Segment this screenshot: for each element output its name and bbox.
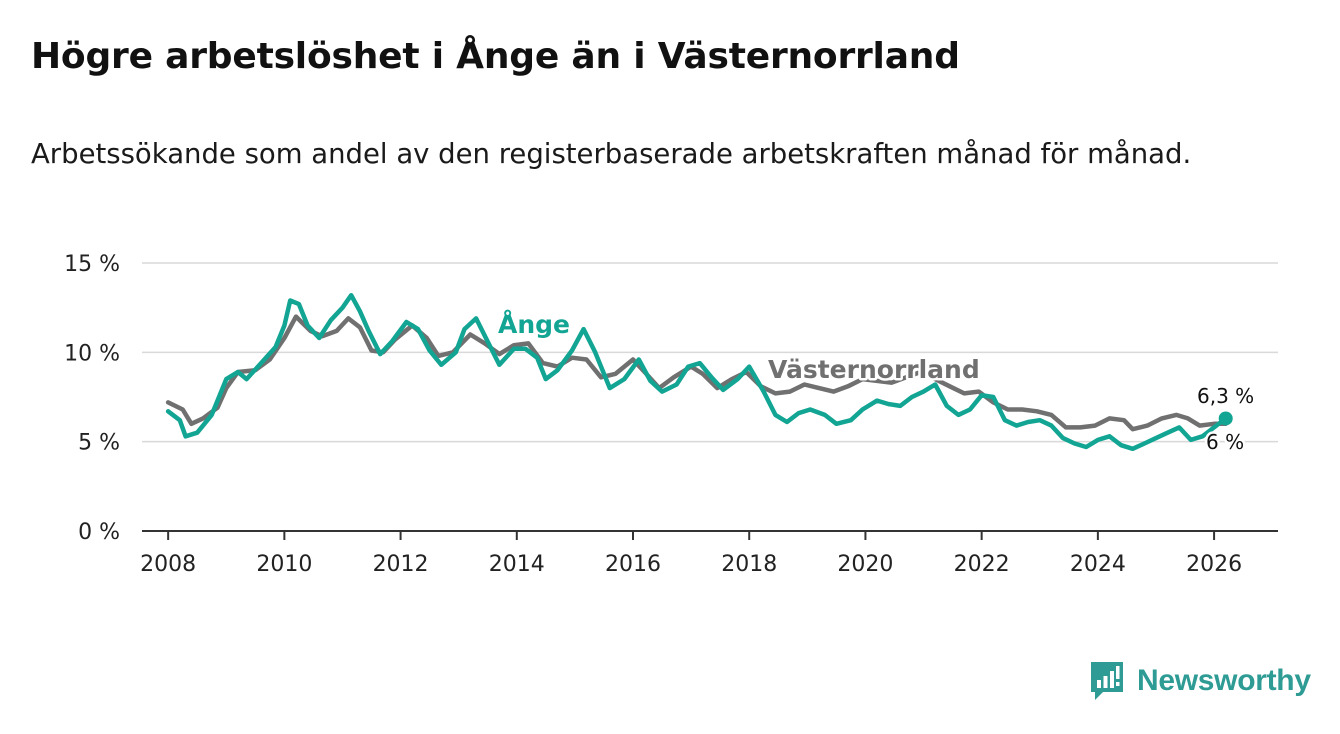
series-label-vasternorrland: Västernorrland bbox=[768, 355, 980, 384]
x-tick-label: 2008 bbox=[140, 552, 196, 577]
x-tick-label: 2010 bbox=[256, 552, 312, 577]
newsworthy-logo: Newsworthy bbox=[1089, 660, 1311, 702]
x-tick-label: 2016 bbox=[605, 552, 661, 577]
x-tick-label: 2022 bbox=[954, 552, 1010, 577]
x-tick-label: 2020 bbox=[837, 552, 893, 577]
series-lines bbox=[165, 292, 1233, 452]
gridlines bbox=[142, 262, 1278, 443]
series-line-vasternorrland bbox=[165, 314, 1228, 432]
x-tick-label: 2026 bbox=[1186, 552, 1242, 577]
end-value-vasternorrland: 6 % bbox=[1206, 430, 1244, 454]
brand-name: Newsworthy bbox=[1137, 664, 1311, 697]
bar-chart-logo-icon bbox=[1091, 662, 1123, 700]
x-tick-label: 2024 bbox=[1070, 552, 1126, 577]
y-tick-label: 5 % bbox=[78, 431, 120, 456]
y-tick-label: 15 % bbox=[64, 252, 120, 277]
y-tick-label: 0 % bbox=[78, 520, 120, 545]
series-label-ange: Ånge bbox=[498, 310, 570, 339]
x-tick-label: 2012 bbox=[373, 552, 429, 577]
axes: 0 % 5 % 10 % 15 % 2008 2010 2012 2014 2016 2018 20… bbox=[64, 252, 1278, 577]
x-tick-label: 2018 bbox=[721, 552, 777, 577]
end-marker-ange bbox=[1218, 411, 1233, 426]
chart-title: Högre arbetslöshet i Ånge än i Västernor… bbox=[31, 36, 960, 77]
x-tick-label: 2014 bbox=[489, 552, 545, 577]
y-tick-label: 10 % bbox=[64, 341, 120, 366]
chart-subtitle: Arbetssökande som andel av den registerb… bbox=[31, 138, 1192, 170]
series-line-ange bbox=[165, 292, 1228, 452]
series-labels: Ånge Västernorrland 6,3 % 6 % bbox=[496, 308, 1257, 457]
end-value-ange: 6,3 % bbox=[1197, 384, 1254, 408]
